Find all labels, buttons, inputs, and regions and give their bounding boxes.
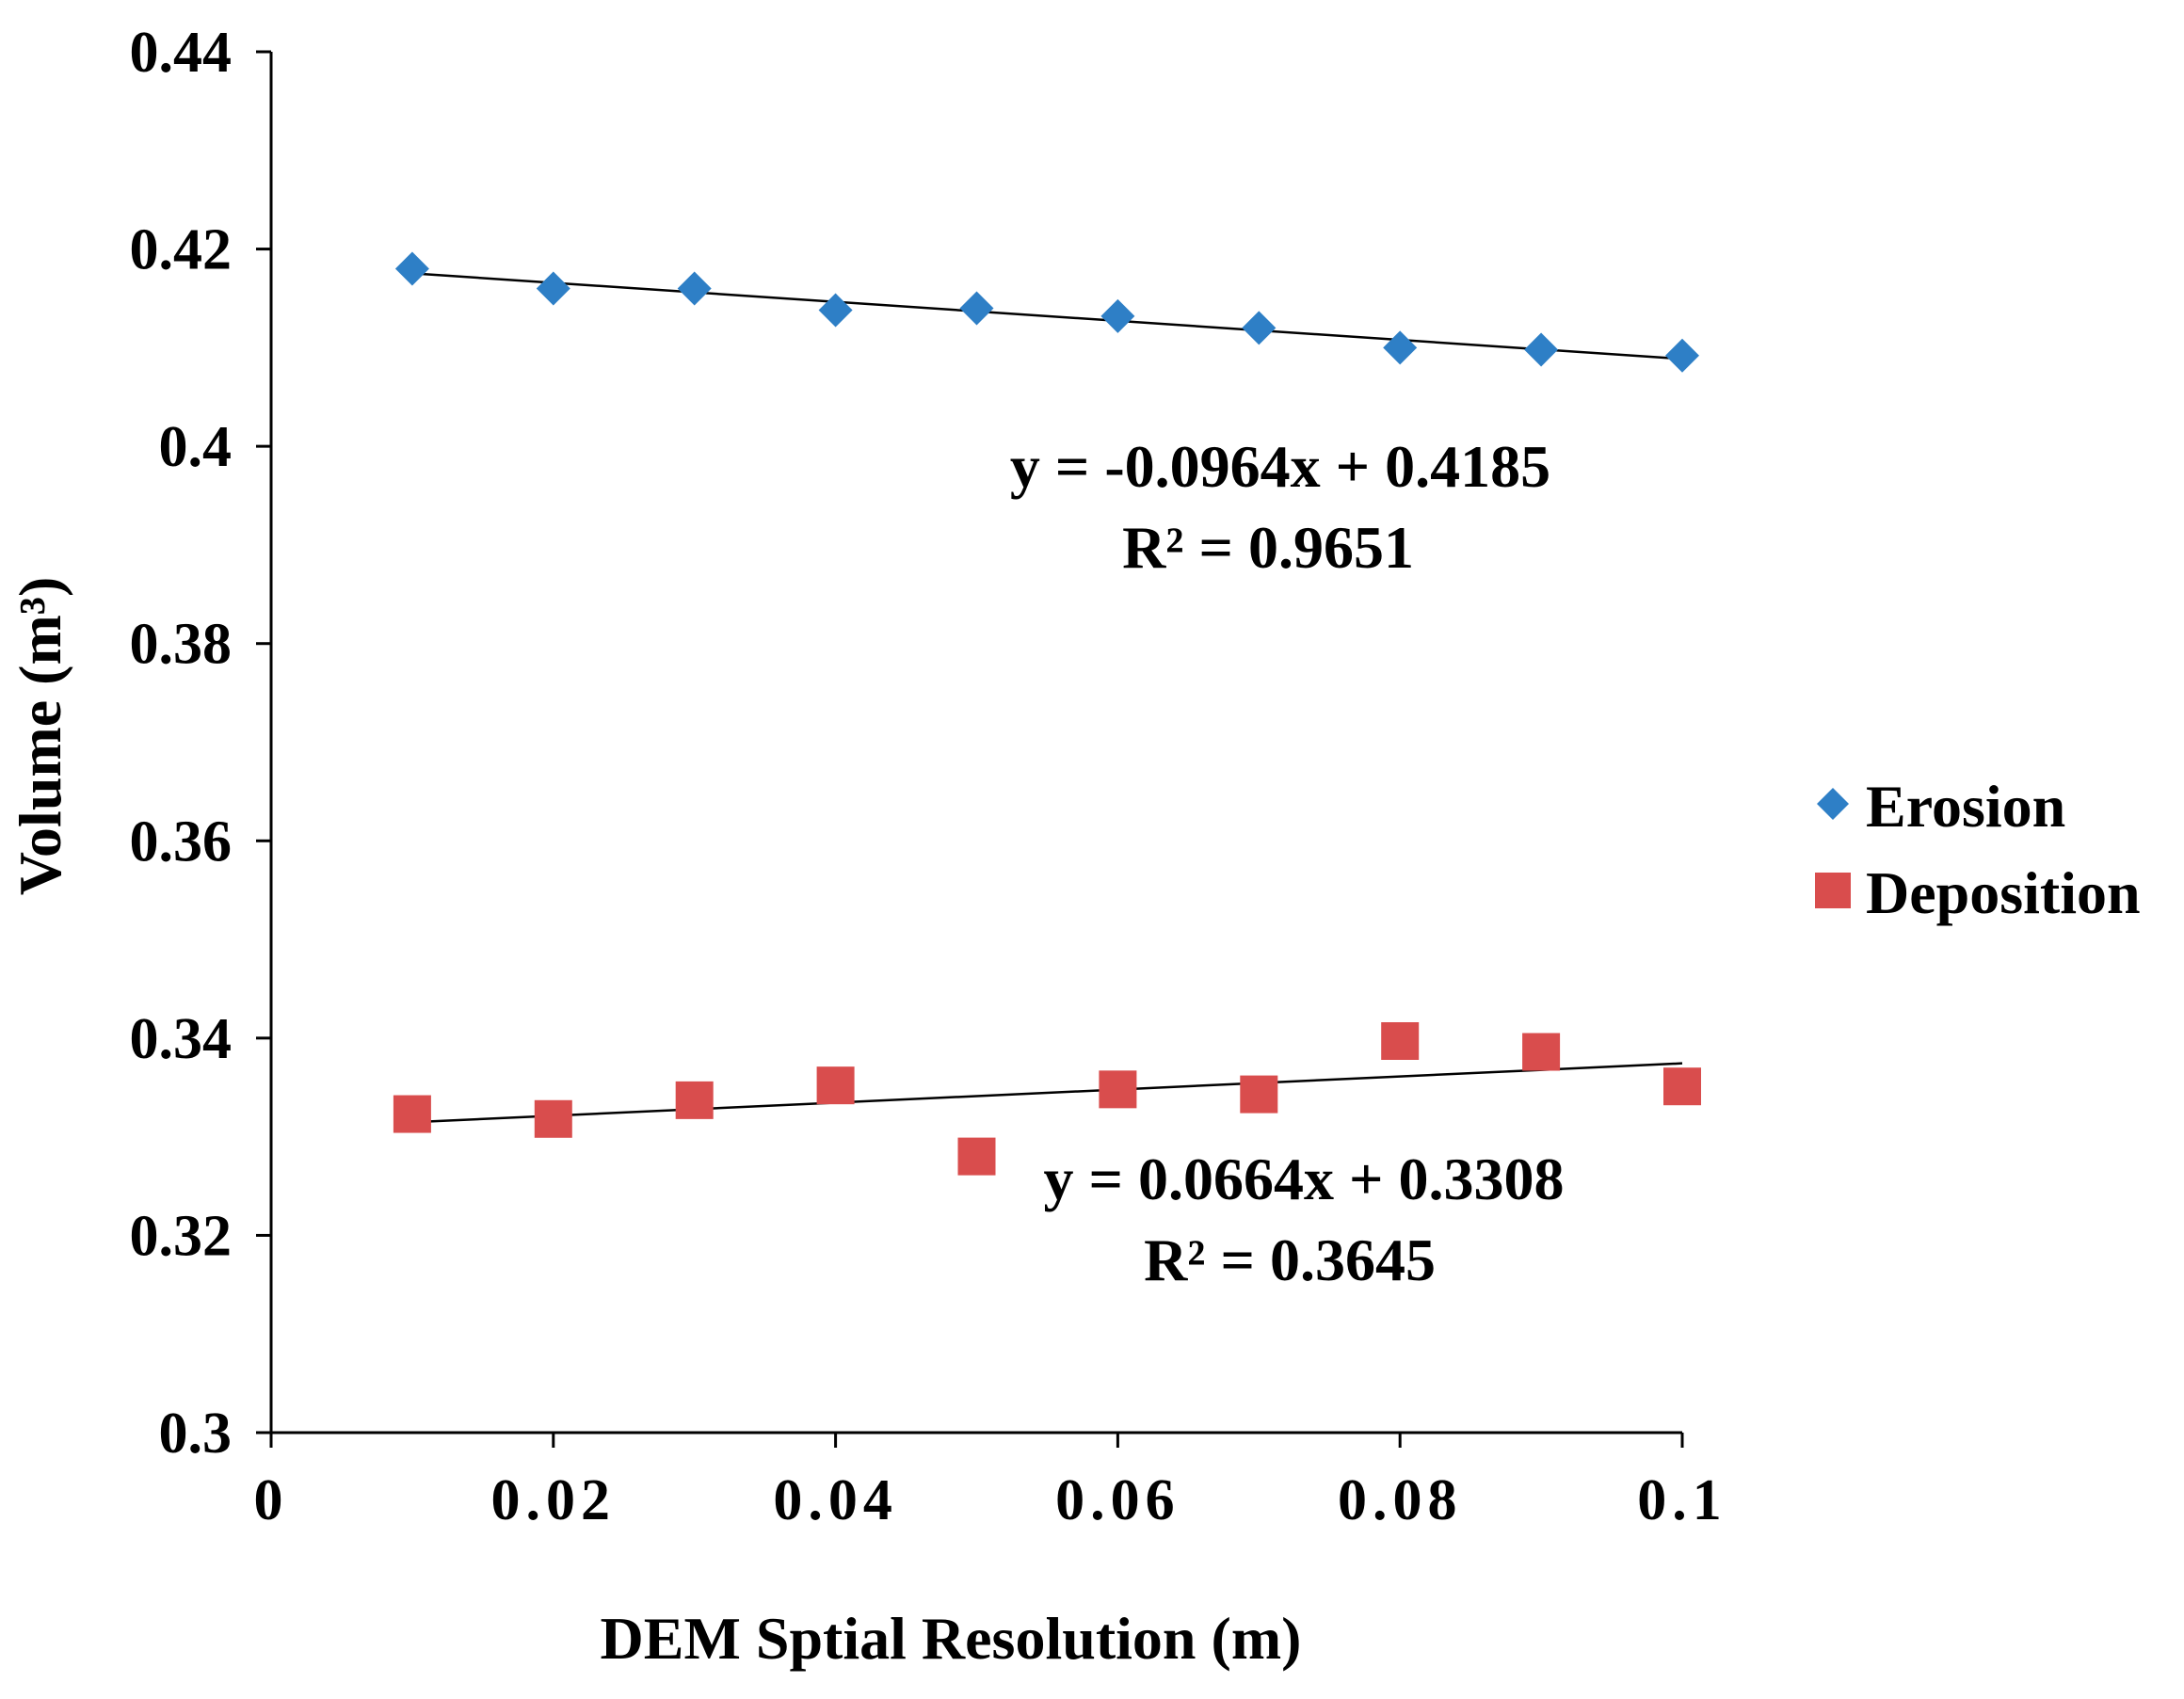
x-axis-title: DEM Sptial Resolution (m) [601, 1605, 1302, 1672]
deposition-r-squared: R² = 0.3645 [1144, 1226, 1436, 1293]
deposition-point [957, 1137, 996, 1176]
legend-deposition-label: Deposition [1866, 859, 2141, 926]
deposition-point [534, 1099, 572, 1138]
erosion-point [536, 271, 570, 306]
y-tick-label: 0.42 [130, 218, 233, 282]
axes [269, 52, 1682, 1435]
x-tick-label: 0.1 [1637, 1468, 1727, 1532]
deposition-point [1240, 1075, 1278, 1114]
deposition-trendline [411, 1062, 1683, 1124]
x-ticks: 0 0.02 0.04 0.06 0.08 0.1 [254, 1433, 1727, 1532]
equation-annotations: y = -0.0964x + 0.4185 R² = 0.9651 y = 0.06… [1010, 433, 1565, 1293]
y-tick-label: 0.32 [130, 1204, 233, 1268]
x-tick-label: 0.02 [491, 1468, 617, 1532]
erosion-r-squared: R² = 0.9651 [1122, 514, 1414, 581]
erosion-point [1383, 330, 1418, 365]
y-tick-label: 0.34 [130, 1007, 233, 1071]
x-tick-label: 0.06 [1055, 1468, 1180, 1532]
trendlines [411, 272, 1683, 1124]
y-tick-label: 0.36 [130, 809, 233, 874]
erosion-point [677, 271, 712, 306]
y-axis-title: Volume (m³) [7, 577, 73, 896]
erosion-point [1665, 338, 1699, 373]
erosion-point [1524, 332, 1559, 367]
y-ticks: 0.3 0.32 0.34 0.36 0.38 0.4 0.42 0.44 [130, 21, 271, 1466]
erosion-point [1242, 311, 1277, 345]
data-points [393, 251, 1701, 1176]
y-tick-label: 0.44 [130, 21, 233, 85]
legend-deposition-marker [1815, 873, 1851, 908]
x-tick-label: 0 [254, 1468, 289, 1532]
x-tick-label: 0.08 [1338, 1468, 1463, 1532]
deposition-point [675, 1081, 714, 1119]
deposition-point [1522, 1033, 1561, 1071]
x-tick-label: 0.04 [773, 1468, 898, 1532]
deposition-point [1099, 1070, 1137, 1109]
legend-erosion-marker [1817, 788, 1849, 820]
deposition-equation: y = 0.0664x + 0.3308 [1044, 1146, 1565, 1212]
erosion-point [394, 251, 429, 286]
erosion-point [959, 291, 994, 326]
deposition-point [1663, 1067, 1701, 1106]
deposition-point [816, 1066, 855, 1105]
erosion-equation: y = -0.0964x + 0.4185 [1010, 433, 1550, 500]
y-tick-label: 0.3 [159, 1402, 233, 1466]
legend-erosion-label: Erosion [1866, 773, 2065, 840]
erosion-point [818, 293, 853, 328]
deposition-point [393, 1095, 431, 1133]
erosion-point [1100, 298, 1135, 333]
y-tick-label: 0.4 [159, 415, 233, 479]
legend: Erosion Deposition [1815, 773, 2141, 926]
deposition-point [1381, 1022, 1420, 1061]
y-tick-label: 0.38 [130, 613, 233, 677]
erosion-trendline [411, 272, 1683, 361]
